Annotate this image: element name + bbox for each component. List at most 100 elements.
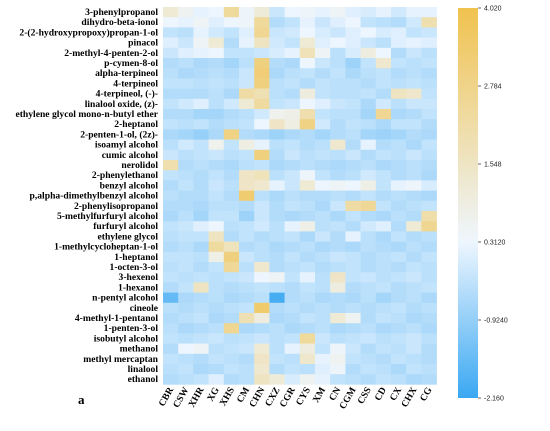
heatmap-cell	[330, 129, 346, 140]
heatmap-cell	[223, 272, 240, 283]
heatmap-cell	[315, 200, 331, 212]
heatmap-cell	[375, 37, 392, 49]
heatmap-cell	[360, 343, 377, 355]
heatmap-cell	[375, 231, 392, 242]
heatmap-cell	[193, 37, 209, 49]
heatmap-cell	[178, 17, 194, 28]
heatmap-cell	[375, 139, 392, 151]
heatmap-cell	[330, 343, 346, 355]
heatmap-cell	[360, 149, 377, 161]
heatmap-cell	[421, 200, 437, 212]
heatmap-cell	[406, 353, 422, 365]
heatmap-cell	[163, 302, 179, 314]
heatmap-cell	[254, 292, 270, 304]
heatmap-cell	[193, 272, 209, 283]
heatmap-cell	[178, 88, 194, 100]
heatmap-cell	[239, 47, 255, 59]
heatmap-cell	[208, 262, 225, 273]
heatmap-cell	[223, 262, 240, 273]
heatmap-cell	[284, 58, 301, 69]
heatmap-cell	[421, 88, 437, 100]
heatmap-cell	[345, 78, 361, 89]
row-label: 2-phenylisopropanol	[74, 201, 158, 212]
heatmap-cell	[391, 139, 407, 151]
heatmap-cell	[315, 231, 331, 242]
heatmap-cell	[345, 98, 361, 110]
row-label: 3-phenylpropanol	[85, 7, 158, 18]
heatmap-cell	[391, 343, 407, 355]
heatmap-cell	[345, 343, 361, 355]
heatmap-cell	[391, 333, 407, 344]
row-label: alpha-terpineol	[95, 68, 158, 79]
heatmap-cell	[208, 272, 225, 283]
heatmap-cell	[163, 323, 179, 334]
heatmap-cell	[406, 98, 422, 110]
heatmap-cell	[193, 7, 209, 18]
column-label: CG	[418, 385, 435, 403]
heatmap-cell	[406, 190, 422, 202]
heatmap-cell	[330, 302, 346, 314]
heatmap-cell	[421, 353, 437, 365]
heatmap-cell	[163, 343, 179, 355]
heatmap-cell	[163, 119, 179, 130]
heatmap-cell	[315, 170, 331, 181]
heatmap-cell	[299, 78, 316, 89]
heatmap-cell	[330, 364, 346, 375]
heatmap-cell	[223, 47, 240, 59]
heatmap-cell	[330, 200, 346, 212]
heatmap-cell	[330, 119, 346, 130]
heatmap-cell	[375, 68, 392, 79]
heatmap-cell	[299, 211, 316, 222]
row-label: p-cymen-8-ol	[104, 58, 158, 69]
colorbar-tick-label: 0.3120	[484, 240, 506, 247]
heatmap-cell	[193, 282, 209, 293]
heatmap-cell	[375, 251, 392, 263]
heatmap-cell	[178, 343, 194, 355]
heatmap-cell	[345, 17, 361, 28]
heatmap-cell	[254, 88, 270, 100]
heatmap-cell	[239, 292, 255, 304]
heatmap-cell	[345, 333, 361, 344]
heatmap-cell	[345, 282, 361, 293]
heatmap-cell	[345, 27, 361, 38]
heatmap-cell	[193, 119, 209, 130]
heatmap-cell	[178, 292, 194, 304]
heatmap-cell	[178, 231, 194, 242]
heatmap-cell	[421, 282, 437, 293]
heatmap-cell	[391, 180, 407, 191]
heatmap-cell	[208, 374, 225, 385]
heatmap-cell	[208, 241, 225, 253]
heatmap-cell	[223, 364, 240, 375]
heatmap-cell	[223, 68, 240, 79]
heatmap-cell	[284, 313, 301, 324]
heatmap-cell	[375, 353, 392, 365]
heatmap-cell	[299, 333, 316, 344]
heatmap-cell	[223, 88, 240, 100]
heatmap-cell	[163, 282, 179, 293]
heatmap-cell	[254, 139, 270, 151]
heatmap-cell	[375, 292, 392, 304]
heatmap-cell	[406, 7, 422, 18]
heatmap-cell	[345, 262, 361, 273]
heatmap-cell	[330, 374, 346, 385]
heatmap-cell	[406, 180, 422, 191]
heatmap-cell	[345, 364, 361, 375]
heatmap-cell	[375, 241, 392, 253]
heatmap-cell	[299, 343, 316, 355]
heatmap-cell	[391, 17, 407, 28]
heatmap-cell	[284, 374, 301, 385]
heatmap-cell	[391, 58, 407, 69]
heatmap-cell	[360, 139, 377, 151]
heatmap-cell	[299, 200, 316, 212]
heatmap-cell	[421, 170, 437, 181]
heatmap-cell	[178, 200, 194, 212]
heatmap-cell	[208, 88, 225, 100]
heatmap-cell	[269, 109, 285, 120]
heatmap-cell	[284, 364, 301, 375]
heatmap-cell	[345, 109, 361, 120]
heatmap-cell	[421, 78, 437, 89]
row-label: 2-methyl-4-penten-2-ol	[64, 48, 158, 59]
heatmap-cell	[178, 27, 194, 38]
heatmap-cell	[178, 149, 194, 161]
heatmap-cell	[163, 190, 179, 202]
